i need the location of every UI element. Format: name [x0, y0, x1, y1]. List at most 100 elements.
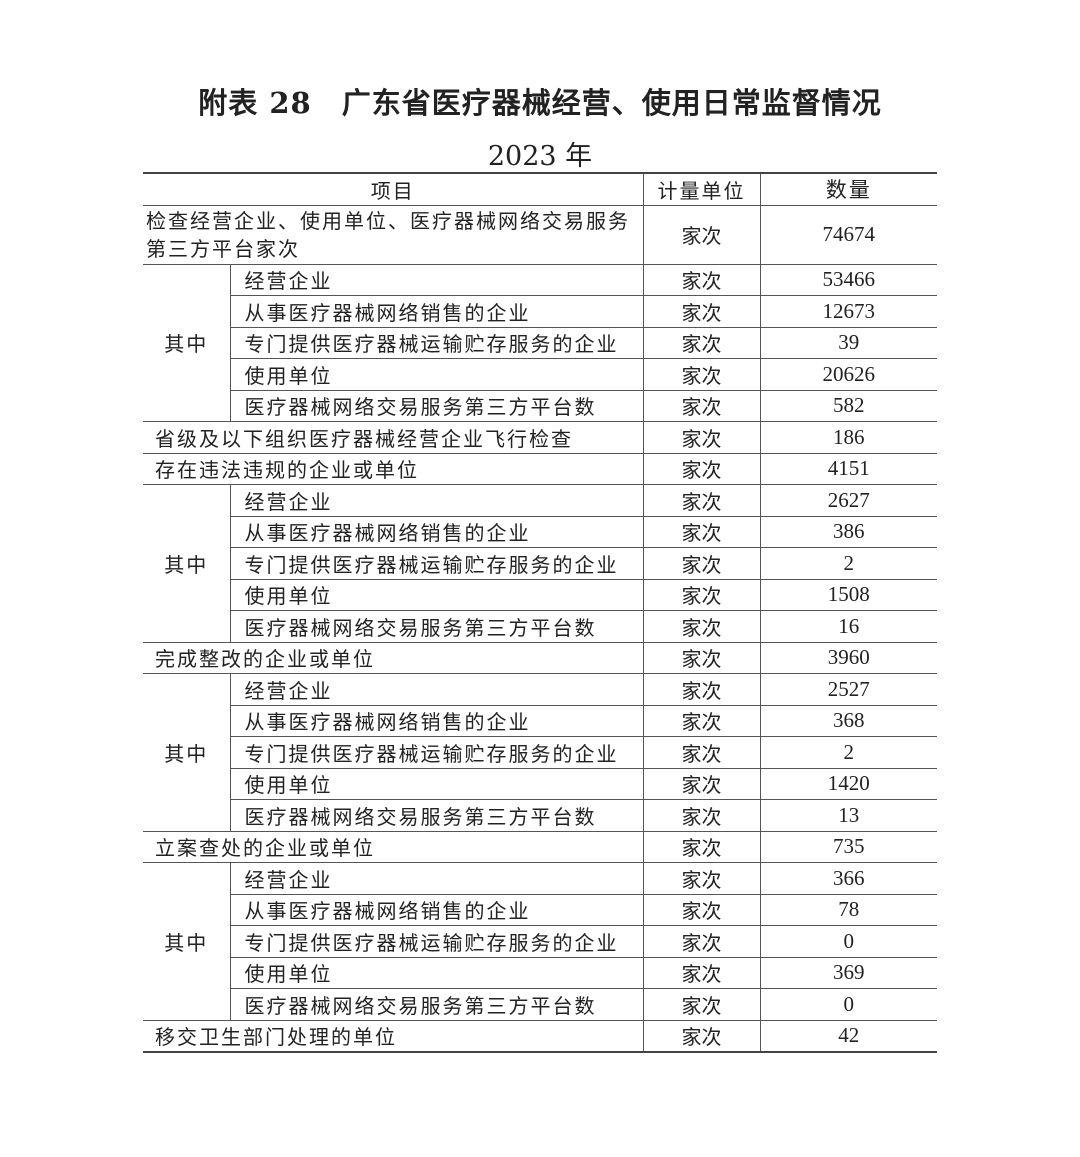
- header-item: 项目: [143, 172, 643, 206]
- subrow-count: 39: [759, 326, 937, 359]
- subrow-unit: 家次: [642, 484, 760, 517]
- table-subrow: 其中 经营企业 家次 2527: [143, 673, 937, 832]
- row-unit: 家次: [642, 204, 760, 265]
- table-subrow: 从事医疗器械网络销售的企业 家次 12673: [143, 295, 937, 328]
- subrow-item: 从事医疗器械网络销售的企业: [229, 515, 643, 548]
- table-subrow: 其中 经营企业 家次 2627: [143, 484, 937, 643]
- table-subrow: 使用单位 家次 1420: [143, 767, 937, 800]
- subrow-unit: 家次: [642, 893, 760, 926]
- row-count: 3960: [759, 641, 937, 674]
- subrow-unit: 家次: [642, 326, 760, 359]
- subrow-count: 2: [759, 736, 937, 769]
- subrow-item: 医疗器械网络交易服务第三方平台数: [229, 389, 643, 422]
- table-subrow: 医疗器械网络交易服务第三方平台数 家次 0: [143, 988, 937, 1021]
- subrow-item: 从事医疗器械网络销售的企业: [229, 295, 643, 328]
- row-count: 186: [759, 421, 937, 454]
- subrow-unit: 家次: [642, 389, 760, 422]
- subrow-count: 368: [759, 704, 937, 737]
- table-subrow: 医疗器械网络交易服务第三方平台数 家次 582: [143, 389, 937, 422]
- subrow-item: 从事医疗器械网络销售的企业: [229, 893, 643, 926]
- subrow-unit: 家次: [642, 988, 760, 1021]
- row-unit: 家次: [642, 641, 760, 674]
- subrow-item: 医疗器械网络交易服务第三方平台数: [229, 610, 643, 643]
- subrow-item: 经营企业: [229, 673, 643, 706]
- subrow-unit: 家次: [642, 578, 760, 611]
- subrow-item: 使用单位: [229, 578, 643, 611]
- subrow-count: 16: [759, 610, 937, 643]
- group-label: 其中: [143, 862, 230, 1021]
- subrow-item: 专门提供医疗器械运输贮存服务的企业: [229, 326, 643, 359]
- subrow-item: 从事医疗器械网络销售的企业: [229, 704, 643, 737]
- row-count: 4151: [759, 452, 937, 485]
- table-subrow: 专门提供医疗器械运输贮存服务的企业 家次 2: [143, 547, 937, 580]
- table-subrow: 医疗器械网络交易服务第三方平台数 家次 16: [143, 610, 937, 643]
- subrow-item: 使用单位: [229, 956, 643, 989]
- row-item: 立案查处的企业或单位: [143, 830, 643, 863]
- table-subrow: 其中 经营企业 家次 53466: [143, 263, 937, 422]
- table-row: 省级及以下组织医疗器械经营企业飞行检查 家次 186: [143, 421, 937, 454]
- subrow-unit: 家次: [642, 673, 760, 706]
- table-subrow: 专门提供医疗器械运输贮存服务的企业 家次 39: [143, 326, 937, 359]
- table-row: 存在违法违规的企业或单位 家次 4151: [143, 452, 937, 485]
- row-unit: 家次: [642, 452, 760, 485]
- table-subrow: 使用单位 家次 1508: [143, 578, 937, 611]
- subrow-count: 78: [759, 893, 937, 926]
- subrow-item: 使用单位: [229, 767, 643, 800]
- subrow-item: 专门提供医疗器械运输贮存服务的企业: [229, 925, 643, 958]
- subrow-item: 医疗器械网络交易服务第三方平台数: [229, 988, 643, 1021]
- table-subrow: 医疗器械网络交易服务第三方平台数 家次 13: [143, 799, 937, 832]
- table-subrow: 从事医疗器械网络销售的企业 家次 78: [143, 893, 937, 926]
- subrow-item: 专门提供医疗器械运输贮存服务的企业: [229, 547, 643, 580]
- table-year: 2023 年: [487, 141, 593, 172]
- subrow-count: 582: [759, 389, 937, 422]
- subrow-item: 医疗器械网络交易服务第三方平台数: [229, 799, 643, 832]
- subrow-count: 1508: [759, 578, 937, 611]
- group-label: 其中: [143, 673, 230, 832]
- subrow-unit: 家次: [642, 610, 760, 643]
- subrow-unit: 家次: [642, 704, 760, 737]
- subrow-count: 13: [759, 799, 937, 832]
- row-item: 检查经营企业、使用单位、医疗器械网络交易服务第三方平台家次: [143, 204, 643, 265]
- row-item: 存在违法违规的企业或单位: [143, 452, 643, 485]
- header-count: 数量: [759, 172, 937, 206]
- table-title: 附表 28 广东省医疗器械经营、使用日常监督情况: [198, 86, 882, 120]
- subrow-item: 经营企业: [229, 484, 643, 517]
- subrow-count: 2: [759, 547, 937, 580]
- table-subrow: 其中 经营企业 家次 366: [143, 862, 937, 1021]
- table-row: 移交卫生部门处理的单位 家次 42: [143, 1019, 937, 1053]
- table-row: 完成整改的企业或单位 家次 3960: [143, 641, 937, 674]
- table-subrow: 专门提供医疗器械运输贮存服务的企业 家次 0: [143, 925, 937, 958]
- subrow-count: 366: [759, 862, 937, 895]
- row-count: 42: [759, 1019, 937, 1053]
- row-unit: 家次: [642, 1019, 760, 1053]
- table-subrow: 使用单位 家次 369: [143, 956, 937, 989]
- table-subrow: 从事医疗器械网络销售的企业 家次 386: [143, 515, 937, 548]
- subrow-unit: 家次: [642, 263, 760, 296]
- subrow-count: 1420: [759, 767, 937, 800]
- table-row: 立案查处的企业或单位 家次 735: [143, 830, 937, 863]
- group-label: 其中: [143, 484, 230, 643]
- subrow-count: 12673: [759, 295, 937, 328]
- subrow-unit: 家次: [642, 547, 760, 580]
- table-subrow: 使用单位 家次 20626: [143, 358, 937, 391]
- subrow-count: 0: [759, 988, 937, 1021]
- subrow-unit: 家次: [642, 767, 760, 800]
- subrow-item: 专门提供医疗器械运输贮存服务的企业: [229, 736, 643, 769]
- row-unit: 家次: [642, 830, 760, 863]
- table-subrow: 专门提供医疗器械运输贮存服务的企业 家次 2: [143, 736, 937, 769]
- subrow-unit: 家次: [642, 736, 760, 769]
- subrow-count: 20626: [759, 358, 937, 391]
- row-unit: 家次: [642, 421, 760, 454]
- subrow-item: 经营企业: [229, 862, 643, 895]
- group-label: 其中: [143, 263, 230, 422]
- row-count: 74674: [759, 204, 937, 265]
- row-count: 735: [759, 830, 937, 863]
- subrow-item: 使用单位: [229, 358, 643, 391]
- subrow-count: 2527: [759, 673, 937, 706]
- row-item: 省级及以下组织医疗器械经营企业飞行检查: [143, 421, 643, 454]
- subrow-item: 经营企业: [229, 263, 643, 296]
- supervision-table: 项目 计量单位 数量 检查经营企业、使用单位、医疗器械网络交易服务第三方平台家次…: [143, 172, 937, 1053]
- subrow-count: 2627: [759, 484, 937, 517]
- subrow-count: 53466: [759, 263, 937, 296]
- header-unit: 计量单位: [642, 172, 760, 206]
